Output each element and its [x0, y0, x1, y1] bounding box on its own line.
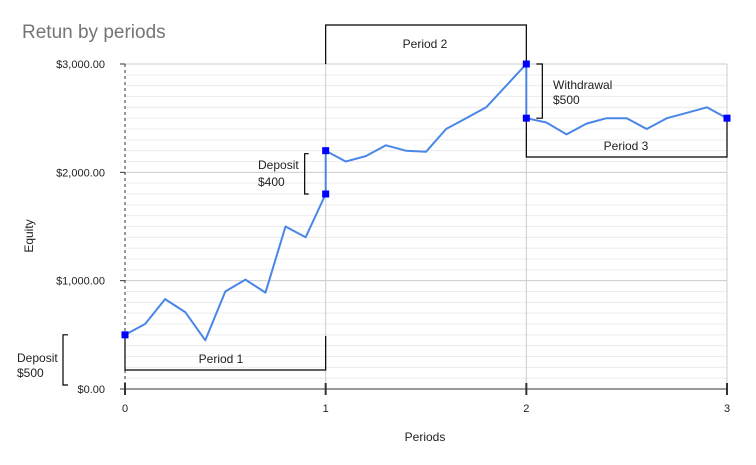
data-point-marker — [522, 60, 530, 68]
point-markers — [121, 60, 731, 339]
series-line — [124, 63, 728, 342]
period-1-label: Period 1 — [199, 352, 244, 366]
deposit-2-brace — [304, 153, 309, 195]
period-3-label: Period 3 — [604, 139, 649, 153]
deposit-1-brace — [62, 334, 68, 386]
data-point-marker — [322, 147, 330, 155]
series-equity — [124, 63, 728, 342]
data-point-marker — [723, 114, 731, 122]
y-tick-label: $2,000.00 — [56, 167, 105, 179]
withdrawal-brace — [536, 63, 543, 119]
data-point-marker — [121, 331, 129, 339]
x-tick-label: 2 — [523, 403, 529, 415]
deposit-1-amount: $500 — [17, 366, 44, 380]
deposit-2-label: Deposit — [258, 158, 299, 172]
x-axis-label: Periods — [405, 430, 446, 444]
y-tick-label: $1,000.00 — [56, 276, 105, 288]
deposit-1-label: Deposit — [17, 351, 58, 365]
y-tick-label: $0.00 — [77, 384, 105, 396]
grid — [125, 63, 728, 389]
y-tick-label: $3,000.00 — [56, 59, 105, 71]
y-axis-label: Equity — [22, 219, 36, 252]
data-point-marker — [322, 190, 330, 198]
period-3-bracket — [525, 118, 728, 158]
period-1-bracket — [124, 336, 327, 371]
withdrawal-amount: $500 — [553, 93, 580, 107]
x-tick-label: 1 — [323, 403, 329, 415]
chart-title: Retun by periods — [22, 22, 166, 43]
period-2-bracket — [325, 24, 527, 64]
x-tick-label: 3 — [724, 403, 730, 415]
period-2-label: Period 2 — [403, 37, 448, 51]
withdrawal-label: Withdrawal — [553, 78, 612, 92]
deposit-2-amount: $400 — [258, 175, 285, 189]
data-point-marker — [522, 114, 530, 122]
x-tick-label: 0 — [122, 403, 128, 415]
annotation-brackets — [62, 24, 728, 386]
tick-labels: $0.00 $1,000.00 $2,000.00 $3,000.00 0 1 2 3 — [56, 59, 730, 415]
